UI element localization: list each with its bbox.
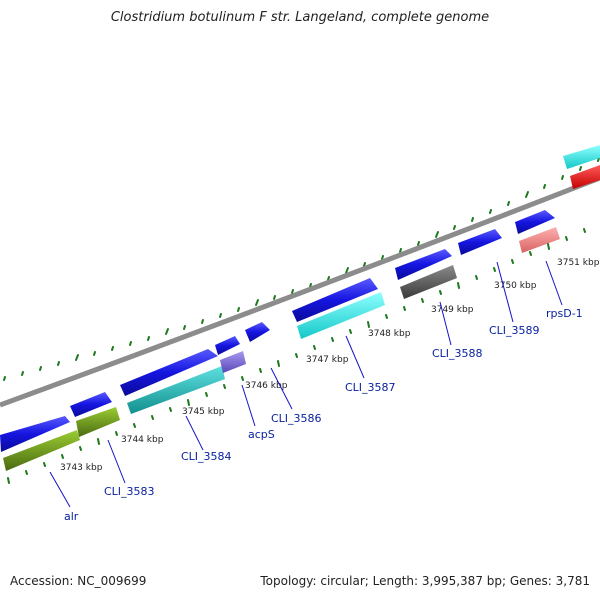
scale-label: 3749 kbp (431, 305, 474, 315)
gene-arrow[interactable] (120, 349, 218, 396)
gene-leader-lines (49, 260, 563, 508)
scale-label: 3747 kbp (306, 355, 349, 365)
scale-label: 3750 kbp (494, 281, 537, 291)
gene-arrow[interactable] (563, 145, 600, 169)
gene-label-alr[interactable]: alr (64, 510, 79, 523)
accession-text: Accession: NC_009699 (10, 574, 147, 588)
map-title: Clostridium botulinum F str. Langeland, … (110, 10, 490, 25)
gene-arrow[interactable] (245, 322, 270, 342)
gene-arrow[interactable] (215, 336, 240, 355)
gene-arrow[interactable] (395, 249, 452, 280)
scale-label: 3743 kbp (60, 463, 103, 473)
gene-arrow[interactable] (515, 210, 555, 234)
gene-label-rpsd-1[interactable]: rpsD-1 (546, 307, 583, 320)
scale-label: 3748 kbp (368, 329, 411, 339)
gene-label-cli-3588[interactable]: CLI_3588 (432, 347, 483, 360)
gene-arrow[interactable] (70, 392, 112, 417)
gene-label-cli-3587[interactable]: CLI_3587 (345, 381, 396, 394)
gene-label-cli-3586[interactable]: CLI_3586 (271, 412, 322, 425)
gene-box[interactable] (76, 407, 120, 437)
gene-label-acps[interactable]: acpS (248, 428, 275, 441)
gene-arrow[interactable] (458, 229, 502, 255)
gene-box[interactable] (3, 430, 80, 471)
scale-label: 3746 kbp (245, 381, 288, 391)
scale-label: 3744 kbp (121, 435, 164, 445)
gene-box[interactable] (220, 351, 246, 373)
gene-box[interactable] (570, 165, 600, 189)
gene-label-cli-3584[interactable]: CLI_3584 (181, 450, 232, 463)
scale-labels: 3743 kbp 3744 kbp 3745 kbp 3746 kbp 3747… (60, 258, 600, 473)
gene-arrow[interactable] (292, 278, 378, 322)
gene-box[interactable] (519, 227, 560, 253)
scale-label: 3751 kbp (557, 258, 600, 268)
outer-tick-ring (3, 157, 600, 381)
gene-arrow[interactable] (0, 416, 70, 452)
gene-box[interactable] (297, 292, 385, 339)
gene-label-cli-3589[interactable]: CLI_3589 (489, 324, 540, 337)
scale-label: 3745 kbp (182, 407, 225, 417)
gene-box[interactable] (127, 366, 225, 414)
genome-summary-text: Topology: circular; Length: 3,995,387 bp… (260, 574, 590, 588)
inner-tick-ring (7, 228, 586, 484)
genome-backbone (0, 175, 600, 408)
gene-labels: alr CLI_3583 CLI_3584 acpS CLI_3586 CLI_… (64, 307, 583, 523)
gene-label-cli-3583[interactable]: CLI_3583 (104, 485, 155, 498)
reverse-genes (3, 165, 600, 471)
gene-box[interactable] (400, 265, 457, 299)
forward-genes (0, 145, 600, 452)
